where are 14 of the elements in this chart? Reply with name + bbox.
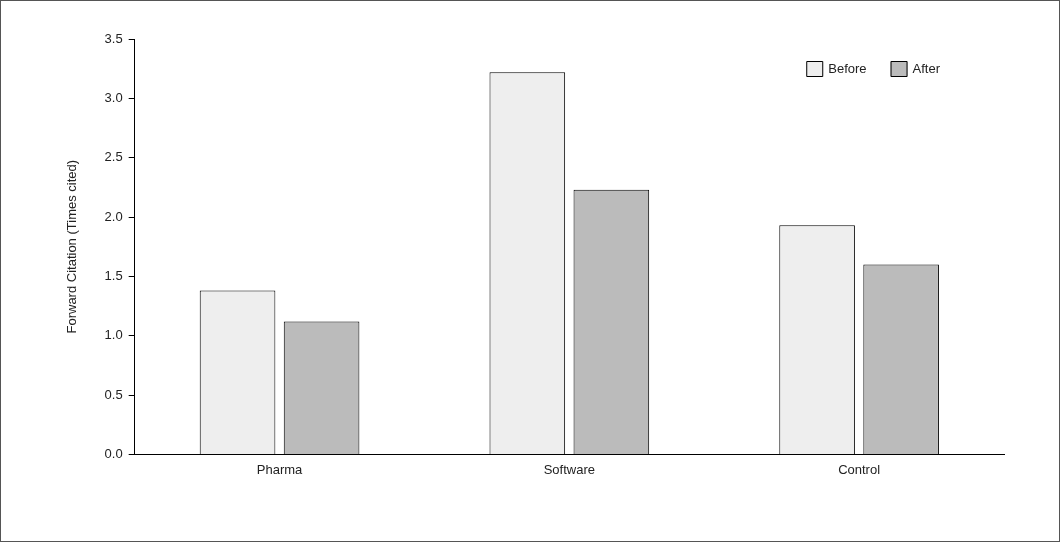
y-tick-label: 3.5 bbox=[104, 30, 123, 46]
x-tick-label: Software bbox=[543, 461, 595, 477]
x-tick-label: Pharma bbox=[256, 461, 304, 477]
y-tick-label: 0.5 bbox=[104, 386, 123, 402]
y-tick-label: 3.0 bbox=[104, 89, 123, 105]
y-tick-label: 1.0 bbox=[104, 327, 123, 343]
y-tick-label: 1.5 bbox=[104, 267, 123, 283]
legend-label: Before bbox=[828, 60, 867, 76]
y-tick-label: 2.5 bbox=[104, 149, 123, 165]
legend-label: After bbox=[912, 60, 941, 76]
y-tick-label: 2.0 bbox=[104, 208, 123, 224]
y-axis-title: Forward Citation (Times cited) bbox=[64, 159, 80, 334]
y-tick-label: 0.0 bbox=[104, 445, 123, 461]
x-tick-label: Control bbox=[838, 461, 881, 477]
